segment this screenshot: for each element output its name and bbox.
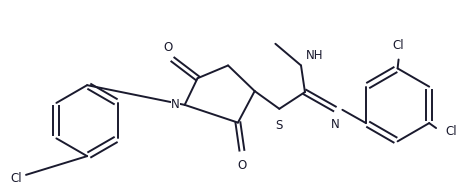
Text: O: O (237, 159, 247, 172)
Text: Cl: Cl (393, 39, 404, 52)
Text: Cl: Cl (10, 172, 22, 185)
Text: N: N (331, 118, 340, 131)
Text: S: S (275, 119, 283, 132)
Text: NH: NH (306, 48, 323, 62)
Text: O: O (163, 41, 172, 54)
Text: Cl: Cl (445, 125, 457, 139)
Text: N: N (171, 98, 180, 111)
